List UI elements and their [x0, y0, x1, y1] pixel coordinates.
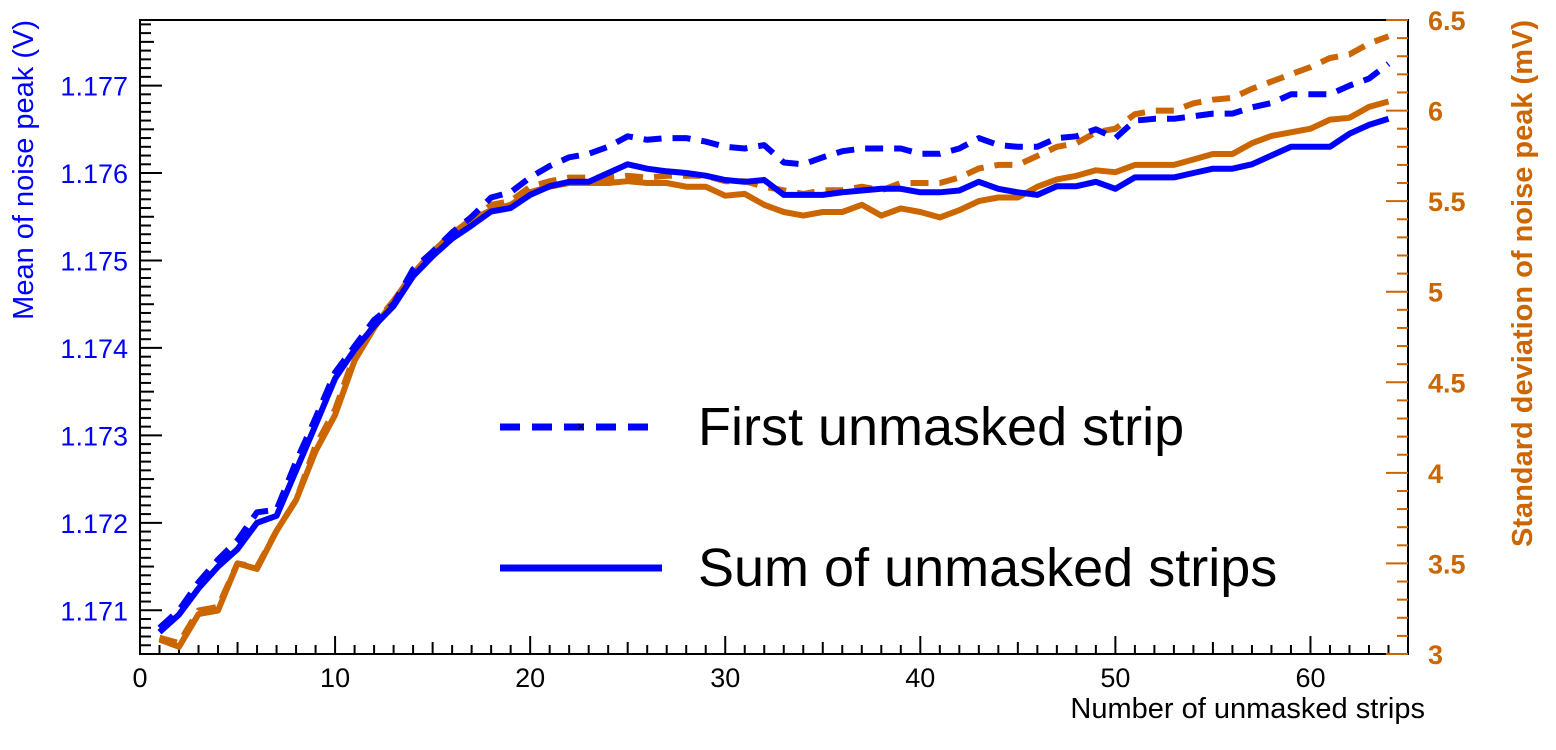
x-tick-label: 0 — [132, 663, 147, 693]
y2-tick-label: 6 — [1428, 97, 1443, 127]
x-tick-label: 20 — [515, 663, 545, 693]
legend-label-sum-strips: Sum of unmasked strips — [698, 538, 1277, 598]
left-y-axis-title: Mean of noise peak (V) — [8, 20, 40, 320]
y2-tick-label: 4.5 — [1428, 368, 1466, 398]
y2-tick-label: 5.5 — [1428, 187, 1466, 217]
y2-tick-label: 3 — [1428, 640, 1443, 670]
left-y-axis-ticks: 1.171 1.172 1.173 1.174 1.175 1.176 1.177 — [60, 23, 162, 655]
right-y-axis-title: Standard deviation of noise peak (mV) — [1507, 20, 1539, 547]
y-tick-label: 1.175 — [60, 246, 128, 276]
x-tick-label: 30 — [710, 663, 740, 693]
y-tick-label: 1.176 — [60, 159, 128, 189]
right-y-axis-ticks: 3 3.5 4 4.5 5 5.5 6 6.5 — [1386, 6, 1466, 670]
x-tick-label: 60 — [1295, 663, 1325, 693]
x-tick-label: 40 — [905, 663, 935, 693]
x-tick-label: 50 — [1100, 663, 1130, 693]
x-tick-label: 10 — [320, 663, 350, 693]
y-tick-label: 1.172 — [60, 509, 128, 539]
series-first-strip-mean — [157, 61, 1391, 631]
y-tick-label: 1.174 — [60, 334, 128, 364]
legend-marker: × — [577, 418, 585, 434]
y-tick-label: 1.177 — [60, 72, 128, 102]
y2-tick-label: 5 — [1428, 278, 1443, 308]
x-axis-title: Number of unmasked strips — [1070, 693, 1425, 725]
y-tick-label: 1.171 — [60, 596, 128, 626]
plot-frame — [139, 19, 1409, 655]
legend-label-first-strip: First unmasked strip — [698, 397, 1184, 457]
series-layer — [157, 33, 1391, 650]
x-axis-ticks: 0 10 20 30 40 50 60 — [132, 636, 1409, 693]
legend: × First unmasked strip Sum of unmasked s… — [500, 397, 1277, 598]
y2-tick-label: 3.5 — [1428, 549, 1466, 579]
y2-tick-label: 6.5 — [1428, 6, 1466, 36]
y2-tick-label: 4 — [1428, 459, 1443, 489]
y-tick-label: 1.173 — [60, 421, 128, 451]
